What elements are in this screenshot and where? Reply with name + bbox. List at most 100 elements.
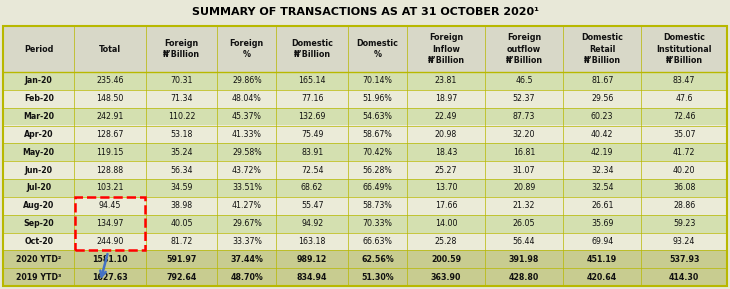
Text: 41.72: 41.72 bbox=[673, 148, 696, 157]
Text: 200.59: 200.59 bbox=[431, 255, 461, 264]
Text: 451.19: 451.19 bbox=[587, 255, 618, 264]
Text: 391.98: 391.98 bbox=[509, 255, 539, 264]
Bar bbox=[3, 72, 727, 90]
Text: 40.20: 40.20 bbox=[673, 166, 696, 175]
Text: Sep-20: Sep-20 bbox=[23, 219, 54, 228]
Text: 56.44: 56.44 bbox=[513, 237, 535, 246]
Text: Apr-20: Apr-20 bbox=[24, 130, 53, 139]
Text: 33.51%: 33.51% bbox=[232, 184, 262, 192]
Bar bbox=[3, 26, 727, 72]
Text: 52.37: 52.37 bbox=[513, 94, 535, 103]
Text: 235.46: 235.46 bbox=[96, 76, 124, 86]
Bar bbox=[3, 161, 727, 179]
Text: 22.49: 22.49 bbox=[435, 112, 457, 121]
Text: Oct-20: Oct-20 bbox=[24, 237, 53, 246]
Text: 83.47: 83.47 bbox=[673, 76, 695, 86]
Text: 20.89: 20.89 bbox=[513, 184, 535, 192]
Text: 21.32: 21.32 bbox=[513, 201, 535, 210]
Bar bbox=[3, 26, 727, 286]
Text: 69.94: 69.94 bbox=[591, 237, 613, 246]
Text: 32.20: 32.20 bbox=[513, 130, 535, 139]
Text: 87.73: 87.73 bbox=[513, 112, 535, 121]
Text: 41.27%: 41.27% bbox=[232, 201, 262, 210]
Text: 48.70%: 48.70% bbox=[231, 273, 264, 281]
Text: 60.23: 60.23 bbox=[591, 112, 613, 121]
Text: 29.67%: 29.67% bbox=[232, 219, 262, 228]
Text: Foreign
%: Foreign % bbox=[230, 39, 264, 59]
Text: 989.12: 989.12 bbox=[297, 255, 327, 264]
Text: 51.96%: 51.96% bbox=[363, 94, 392, 103]
Text: 62.56%: 62.56% bbox=[361, 255, 393, 264]
Text: 35.69: 35.69 bbox=[591, 219, 613, 228]
Bar bbox=[3, 90, 727, 108]
Text: 13.70: 13.70 bbox=[435, 184, 457, 192]
Bar bbox=[3, 268, 727, 286]
Text: 29.56: 29.56 bbox=[591, 94, 613, 103]
Text: 70.42%: 70.42% bbox=[363, 148, 392, 157]
Text: 29.86%: 29.86% bbox=[232, 76, 261, 86]
Text: 1627.63: 1627.63 bbox=[92, 273, 128, 281]
Bar bbox=[3, 232, 727, 250]
Text: 20.98: 20.98 bbox=[435, 130, 457, 139]
Text: 128.88: 128.88 bbox=[96, 166, 123, 175]
Text: 834.94: 834.94 bbox=[297, 273, 327, 281]
Text: Period: Period bbox=[24, 45, 53, 53]
Text: 94.92: 94.92 bbox=[301, 219, 323, 228]
Text: 28.86: 28.86 bbox=[673, 201, 695, 210]
Text: 25.27: 25.27 bbox=[435, 166, 457, 175]
Bar bbox=[3, 143, 727, 161]
Text: 93.24: 93.24 bbox=[673, 237, 695, 246]
Text: 72.54: 72.54 bbox=[301, 166, 323, 175]
Text: 68.62: 68.62 bbox=[301, 184, 323, 192]
Text: 26.61: 26.61 bbox=[591, 201, 613, 210]
Text: 32.34: 32.34 bbox=[591, 166, 613, 175]
Text: 32.54: 32.54 bbox=[591, 184, 613, 192]
Text: 71.34: 71.34 bbox=[170, 94, 193, 103]
Text: 72.46: 72.46 bbox=[673, 112, 696, 121]
Text: 25.28: 25.28 bbox=[435, 237, 457, 246]
Text: Aug-20: Aug-20 bbox=[23, 201, 54, 210]
Text: 1581.10: 1581.10 bbox=[93, 255, 128, 264]
Text: 165.14: 165.14 bbox=[299, 76, 326, 86]
Text: 83.91: 83.91 bbox=[301, 148, 323, 157]
Text: 66.49%: 66.49% bbox=[363, 184, 392, 192]
Text: 40.42: 40.42 bbox=[591, 130, 613, 139]
Text: 34.59: 34.59 bbox=[170, 184, 193, 192]
Text: 51.30%: 51.30% bbox=[361, 273, 393, 281]
Text: 132.69: 132.69 bbox=[299, 112, 326, 121]
Text: 55.47: 55.47 bbox=[301, 201, 323, 210]
Bar bbox=[0, 0, 730, 24]
Text: 38.98: 38.98 bbox=[171, 201, 193, 210]
Text: Domestic
%: Domestic % bbox=[356, 39, 399, 59]
Text: 81.67: 81.67 bbox=[591, 76, 613, 86]
Text: 35.24: 35.24 bbox=[170, 148, 193, 157]
Bar bbox=[3, 250, 727, 268]
Text: 70.31: 70.31 bbox=[170, 76, 193, 86]
Text: 75.49: 75.49 bbox=[301, 130, 323, 139]
Text: 134.97: 134.97 bbox=[96, 219, 124, 228]
Text: 128.67: 128.67 bbox=[96, 130, 124, 139]
Text: 42.19: 42.19 bbox=[591, 148, 613, 157]
Text: 26.05: 26.05 bbox=[513, 219, 535, 228]
Text: Domestic
Institutional
₦’Billion: Domestic Institutional ₦’Billion bbox=[656, 34, 712, 65]
Bar bbox=[3, 125, 727, 143]
Text: 428.80: 428.80 bbox=[509, 273, 539, 281]
Text: 35.07: 35.07 bbox=[673, 130, 696, 139]
Text: 163.18: 163.18 bbox=[299, 237, 326, 246]
Text: 103.21: 103.21 bbox=[96, 184, 124, 192]
Text: Jan-20: Jan-20 bbox=[25, 76, 53, 86]
Text: Jul-20: Jul-20 bbox=[26, 184, 51, 192]
Text: 244.90: 244.90 bbox=[96, 237, 124, 246]
Text: 33.37%: 33.37% bbox=[232, 237, 262, 246]
Text: 47.6: 47.6 bbox=[675, 94, 693, 103]
Text: 53.18: 53.18 bbox=[170, 130, 193, 139]
Text: Domestic
₦’Billion: Domestic ₦’Billion bbox=[291, 39, 333, 59]
Text: 14.00: 14.00 bbox=[435, 219, 457, 228]
Text: 54.63%: 54.63% bbox=[363, 112, 392, 121]
Text: 363.90: 363.90 bbox=[431, 273, 461, 281]
Text: 59.23: 59.23 bbox=[673, 219, 695, 228]
Text: Foreign
outflow
₦’Billion: Foreign outflow ₦’Billion bbox=[506, 34, 542, 65]
Text: Foreign
₦’Billion: Foreign ₦’Billion bbox=[163, 39, 200, 59]
Text: Foreign
Inflow
₦’Billion: Foreign Inflow ₦’Billion bbox=[427, 34, 464, 65]
Text: 414.30: 414.30 bbox=[669, 273, 699, 281]
